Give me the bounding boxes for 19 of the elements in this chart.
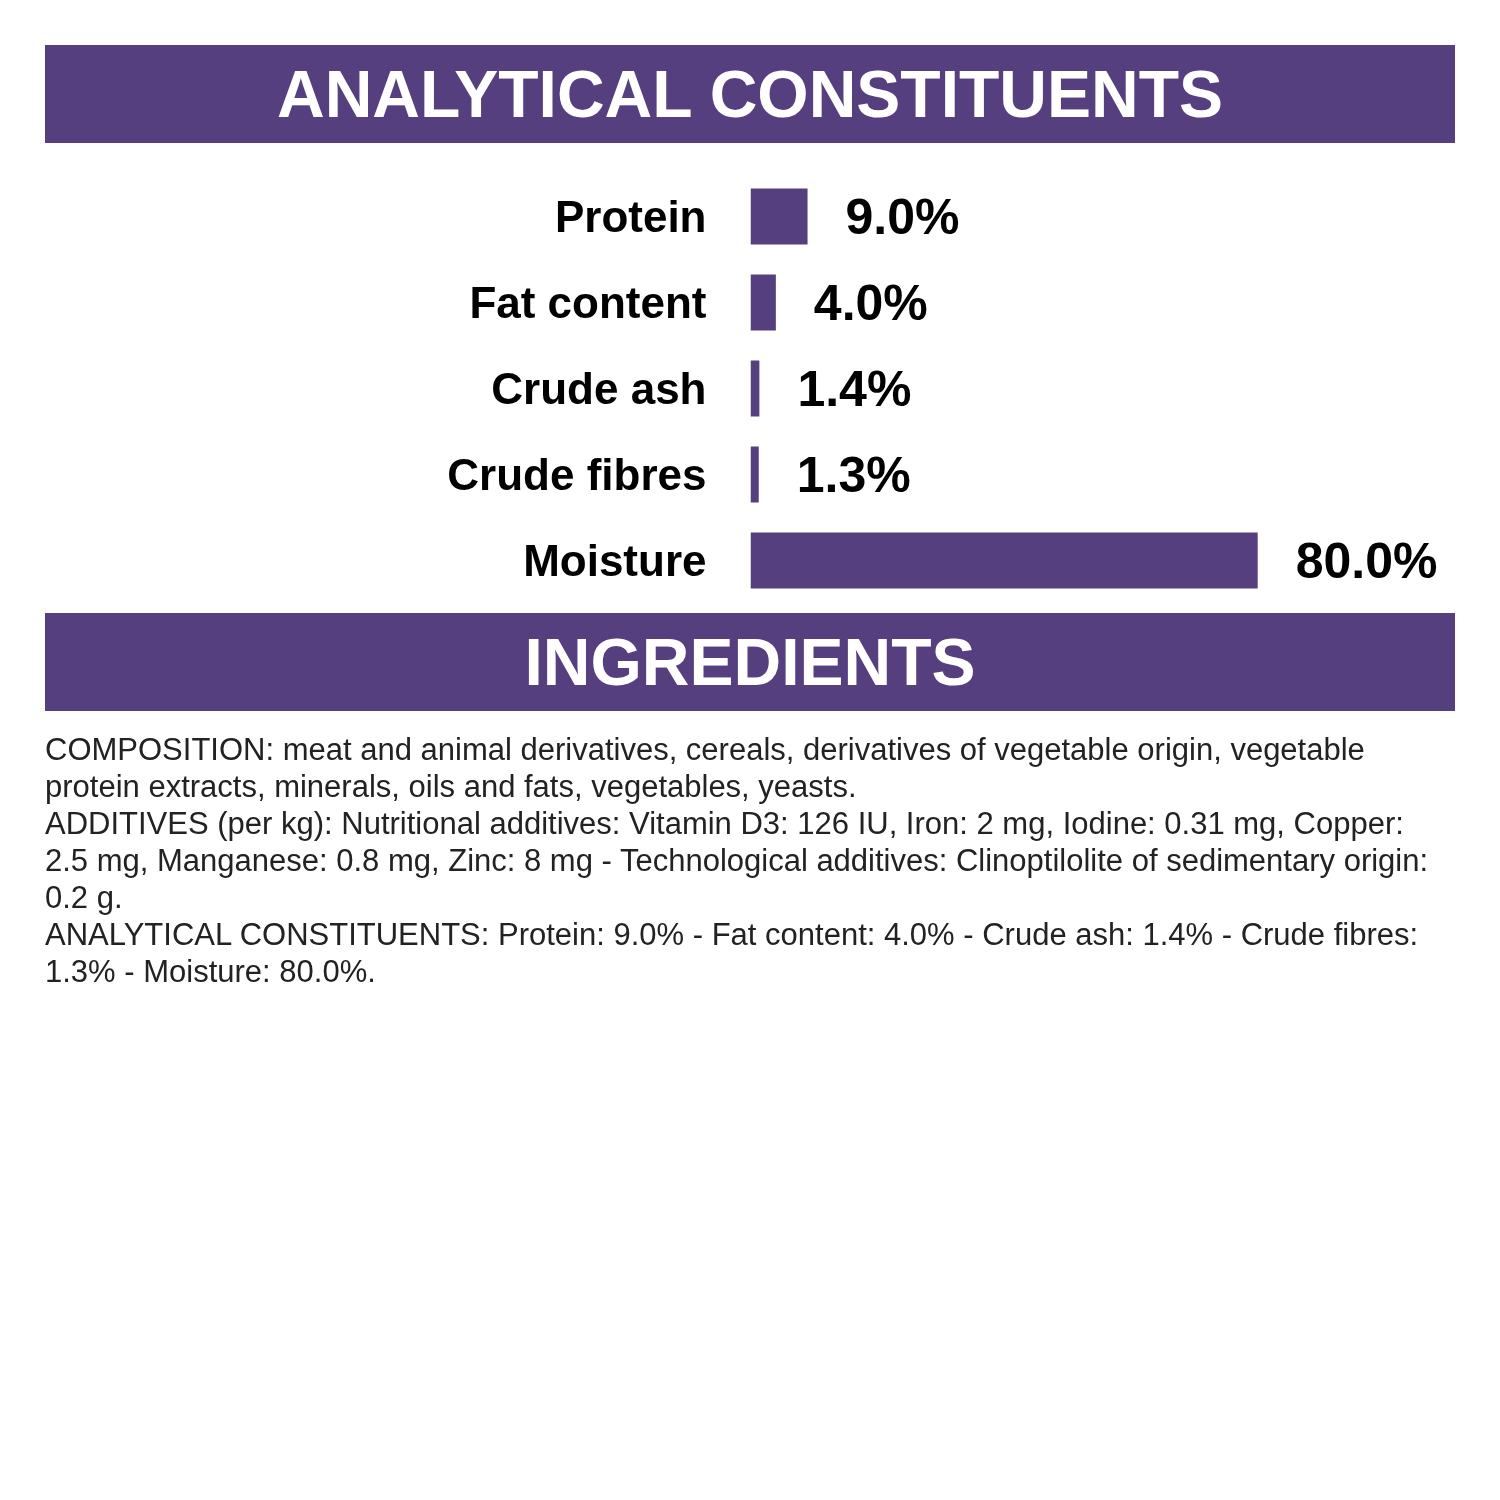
- y-tick-label: Crude fibres: [447, 450, 707, 499]
- text: INGREDIENTS: [524, 624, 976, 701]
- chart-title: ANALYTICAL CONSTITUENTS: [276, 56, 1224, 133]
- text: ADDITIVES (per kg): Nutritional additives: Vitamin D3: 126 IU, Iron: 2 mg, Iodine: 0.31 mg, Copper: 2.5 mg, Manganese: 0.8 mg, Zinc: 8 mg - Technological additives: Clinoptilolite of sedimentary origin: 0.2 g.: [45, 806, 1429, 915]
- y-tick-label: Moisture: [523, 536, 707, 585]
- data-label: 1.3%: [796, 446, 911, 503]
- bar: [750, 188, 808, 245]
- data-label: 4.0%: [813, 274, 928, 331]
- data-label: 80.0%: [1295, 532, 1438, 589]
- y-tick-label: Protein: [554, 192, 707, 241]
- text: COMPOSITION: meat and animal derivatives, cereals, derivatives of vegetable origin, vegetable protein extracts, minerals, oils and fats, vegetables, yeasts.: [45, 732, 1365, 804]
- y-tick-label: Crude ash: [491, 364, 707, 413]
- data-label: 1.4%: [797, 360, 912, 417]
- text: ANALYTICAL CONSTITUENTS: Protein: 9.0% - Fat content: 4.0% - Crude ash: 1.4% - Crude fibres: 1.3% - Moisture: 80.0%.: [45, 917, 1419, 989]
- y-tick-label: Fat content: [469, 278, 707, 327]
- data-label: 9.0%: [845, 188, 960, 245]
- bar: [750, 446, 759, 503]
- bar: [750, 274, 776, 331]
- bar: [750, 532, 1258, 589]
